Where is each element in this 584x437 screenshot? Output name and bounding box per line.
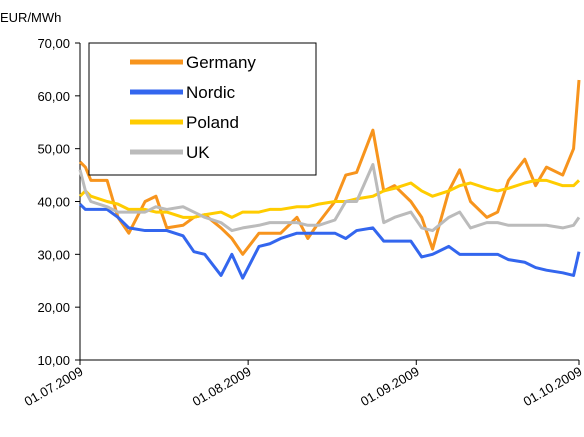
legend-box — [88, 42, 317, 176]
y-tick-label: 70,00 — [37, 36, 70, 51]
legend-label: Poland — [186, 113, 239, 132]
x-tick-label: 01.07.2009 — [22, 364, 86, 410]
legend-label: Nordic — [186, 83, 236, 102]
legend-label: UK — [186, 143, 210, 162]
y-tick-label: 10,00 — [37, 353, 70, 368]
y-tick-label: 30,00 — [37, 247, 70, 262]
y-axis-label: EUR/MWh — [0, 10, 61, 25]
x-tick-label: 01.09.2009 — [358, 364, 422, 410]
series-line — [78, 178, 581, 219]
x-tick-label: 01.10.2009 — [521, 364, 584, 410]
x-tick-label: 01.08.2009 — [190, 364, 254, 410]
y-tick-label: 40,00 — [37, 195, 70, 210]
y-tick-label: 60,00 — [37, 89, 70, 104]
series-line — [78, 163, 581, 233]
series-line — [78, 79, 581, 256]
series-line — [78, 203, 581, 280]
y-tick-label: 50,00 — [37, 142, 70, 157]
legend-label: Germany — [186, 53, 256, 72]
y-tick-label: 20,00 — [37, 300, 70, 315]
